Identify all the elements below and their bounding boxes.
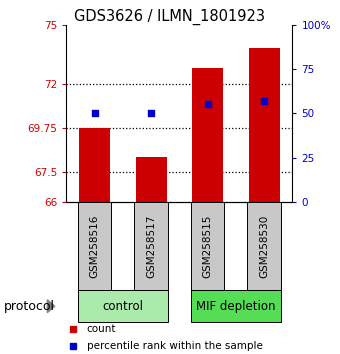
Text: GSM258516: GSM258516 <box>89 214 100 278</box>
Text: protocol: protocol <box>3 300 54 313</box>
Bar <box>78 202 111 290</box>
Bar <box>191 290 281 322</box>
Point <box>205 102 210 107</box>
Text: MIF depletion: MIF depletion <box>196 300 276 313</box>
Text: control: control <box>102 300 143 313</box>
Point <box>92 110 97 116</box>
Point <box>148 110 154 116</box>
Bar <box>134 202 168 290</box>
Bar <box>248 202 281 290</box>
Text: count: count <box>87 324 116 333</box>
Polygon shape <box>47 300 55 313</box>
Text: percentile rank within the sample: percentile rank within the sample <box>87 341 262 351</box>
Text: GDS3626 / ILMN_1801923: GDS3626 / ILMN_1801923 <box>74 9 266 25</box>
Bar <box>79 128 110 202</box>
Bar <box>192 68 223 202</box>
Bar <box>191 202 224 290</box>
Point <box>261 98 267 104</box>
Text: GSM258515: GSM258515 <box>203 214 212 278</box>
Bar <box>249 48 280 202</box>
Bar <box>78 290 168 322</box>
Text: GSM258530: GSM258530 <box>259 215 269 278</box>
Text: GSM258517: GSM258517 <box>146 214 156 278</box>
Bar <box>136 156 167 202</box>
